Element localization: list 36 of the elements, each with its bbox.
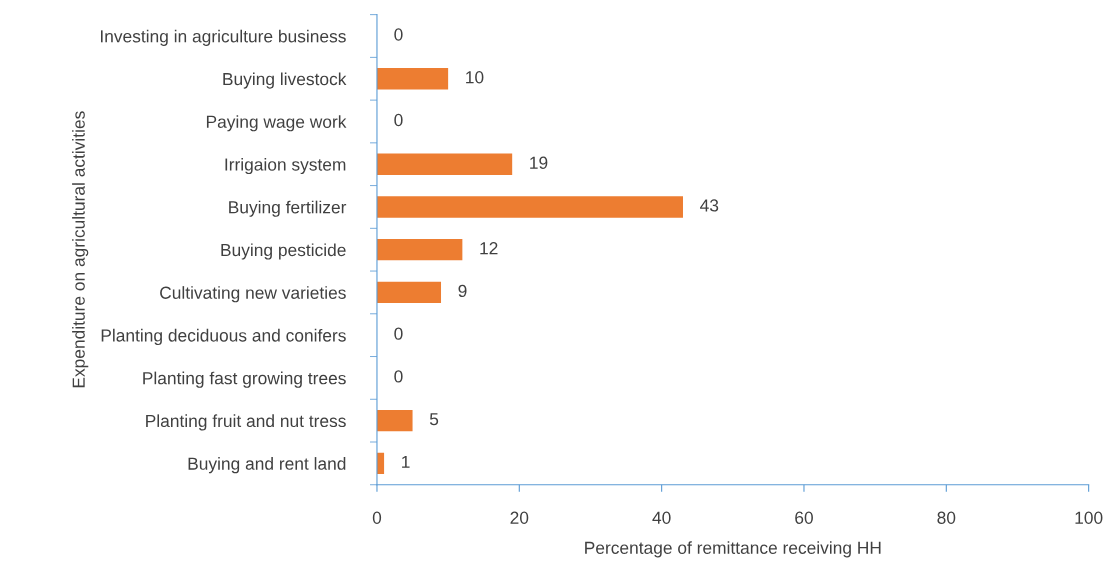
y-tick-label: Buying fertilizer xyxy=(229,200,347,217)
x-tick-label: 100 xyxy=(1075,511,1103,524)
bar xyxy=(376,409,413,432)
x-tick-label: 40 xyxy=(652,511,671,524)
data-label: 0 xyxy=(394,28,403,41)
data-label: 0 xyxy=(394,327,403,340)
x-tick-label: 60 xyxy=(795,511,813,524)
bar xyxy=(376,153,513,175)
y-tick-label: Paying wage work xyxy=(206,115,347,132)
bar xyxy=(376,281,442,304)
y-tick-label: Buying and rent land xyxy=(188,457,346,474)
y-tick-label: Irrigaion system xyxy=(225,157,346,175)
y-tick-label: Buying pesticide xyxy=(221,243,346,260)
bar xyxy=(376,196,683,218)
data-label: 5 xyxy=(429,413,439,426)
x-axis-title: Percentage of remittance receiving HH xyxy=(585,541,881,558)
bar xyxy=(376,68,449,90)
y-tick-label: Buying livestock xyxy=(223,72,347,89)
data-label: 19 xyxy=(530,156,548,169)
x-tick-label: 0 xyxy=(372,511,382,524)
y-tick-label: Planting fruit and nut tress xyxy=(146,414,346,431)
data-label: 1 xyxy=(402,455,410,468)
data-label: 9 xyxy=(458,284,467,298)
x-tick-label: 80 xyxy=(937,511,956,524)
y-tick-label: Cultivating new varieties xyxy=(160,286,346,303)
bar xyxy=(376,239,463,261)
y-tick-label: Investing in agriculture business xyxy=(100,29,346,46)
y-axis-title: Expenditure on agricultural activities xyxy=(72,111,89,388)
y-tick-label: Planting fast growing trees xyxy=(143,371,346,388)
data-label: 10 xyxy=(466,71,484,84)
data-label: 12 xyxy=(480,242,498,255)
data-label: 0 xyxy=(394,113,403,127)
x-tick-label: 20 xyxy=(510,511,529,524)
data-label: 43 xyxy=(700,199,719,212)
y-tick-label: Planting deciduous and conifers xyxy=(101,328,346,346)
data-label: 0 xyxy=(394,370,403,383)
